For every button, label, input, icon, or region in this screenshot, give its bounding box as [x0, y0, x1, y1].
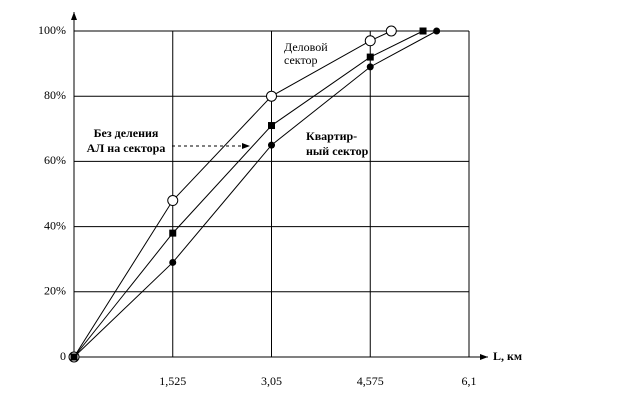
- point: [169, 258, 177, 266]
- point: [385, 25, 397, 37]
- annotation: Деловой: [284, 40, 328, 54]
- point: [433, 27, 441, 35]
- annotation: АЛ на сектора: [87, 141, 166, 155]
- point: [70, 353, 78, 361]
- y-tick-label: 80%: [44, 88, 66, 102]
- point: [167, 195, 179, 207]
- series-line: [73, 30, 392, 358]
- x-axis-label: L, км: [493, 349, 522, 363]
- x-tick-label: 3,05: [261, 374, 282, 388]
- point: [366, 53, 374, 61]
- y-tick-label: 20%: [44, 284, 66, 298]
- y-tick-label: 100%: [38, 23, 66, 37]
- x-tick-label: 1,525: [159, 374, 186, 388]
- y-tick-label: 40%: [44, 218, 66, 232]
- annotation: Без деления: [94, 126, 159, 140]
- annotation: ный сектор: [306, 144, 369, 158]
- series-line: [73, 30, 437, 358]
- point: [366, 63, 374, 71]
- y-tick-label: 60%: [44, 153, 66, 167]
- point: [268, 122, 275, 130]
- x-tick-label: 4,575: [357, 374, 384, 388]
- annotation: сектор: [284, 53, 318, 67]
- point: [266, 90, 277, 102]
- y-tick-label: 0: [60, 349, 66, 363]
- annotation: Квартир-: [306, 129, 357, 143]
- x-tick-label: 6,1: [462, 374, 477, 388]
- point: [364, 35, 376, 47]
- point: [169, 229, 177, 237]
- point: [268, 141, 275, 149]
- point: [419, 27, 427, 35]
